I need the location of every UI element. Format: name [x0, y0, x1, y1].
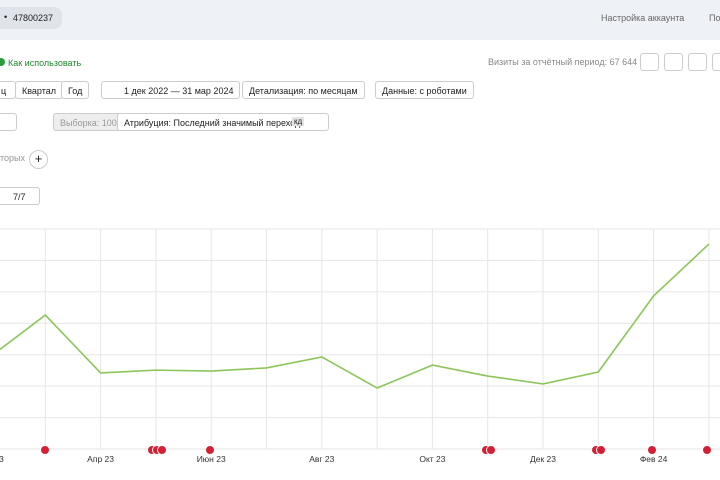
detail-select[interactable]: Детализация: по месяцам [242, 81, 365, 99]
event-marker [647, 445, 657, 455]
top-bar [0, 0, 720, 40]
robots-select[interactable]: Данные: с роботами [375, 81, 474, 99]
counter-dot: • [4, 12, 8, 22]
event-marker [40, 445, 50, 455]
x-tick-label: Апр 23 [87, 454, 114, 464]
event-marker [205, 445, 215, 455]
x-tick-label: Окт 23 [419, 454, 445, 464]
event-marker [596, 445, 606, 455]
how-to-use[interactable]: Как использовать [8, 58, 82, 68]
event-marker [486, 445, 496, 455]
add-segment[interactable]: + [29, 150, 48, 169]
help-icon [0, 58, 5, 66]
series-line [0, 243, 710, 389]
attribution-select[interactable]: Атрибуция: Последний значимый переход [117, 113, 330, 131]
segment-text: торых [0, 153, 26, 163]
counter-id: 47800237 [13, 13, 54, 23]
export-button[interactable] [664, 53, 683, 71]
tab-year[interactable]: Год [61, 81, 90, 99]
more-link[interactable]: По [709, 13, 720, 23]
x-tick-label: Дек 23 [530, 454, 556, 464]
x-tick-label: Июн 23 [197, 454, 226, 464]
counter-chip[interactable] [0, 7, 62, 29]
date-range[interactable]: 1 дек 2022 — 31 мар 2024 [101, 81, 241, 99]
visits-total: Визиты за отчётный период: 67 644 [488, 57, 638, 67]
history-button[interactable] [640, 53, 659, 71]
account-settings[interactable]: Настройка аккаунта [601, 13, 685, 23]
event-marker [157, 445, 167, 455]
extra-button[interactable] [712, 53, 720, 71]
x-tick-label: Авг 23 [309, 454, 334, 464]
filter-select[interactable] [0, 113, 17, 131]
event-marker [702, 445, 712, 455]
series-select[interactable]: 7/7 [0, 187, 40, 205]
share-button[interactable] [688, 53, 707, 71]
tab-quarter[interactable]: Квартал [15, 81, 64, 99]
x-tick-label: Фев 24 [640, 454, 668, 464]
attribution-tag: кд [292, 117, 305, 126]
x-tick-label: Фев 23 [0, 454, 4, 464]
